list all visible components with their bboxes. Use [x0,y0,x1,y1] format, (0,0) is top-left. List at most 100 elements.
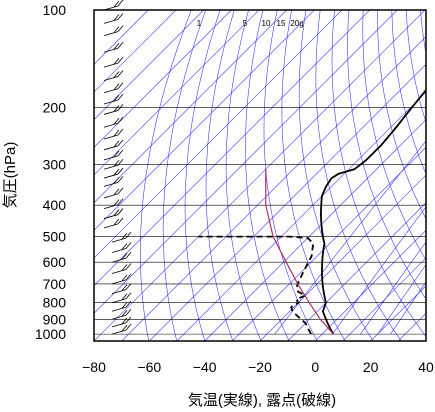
wind-barb [103,82,124,94]
isotherm-line [94,10,287,204]
wind-barb [103,25,124,37]
wind-barb-staff [103,155,119,161]
wind-barb-flag [117,149,124,157]
profile-lines [198,88,426,335]
mixing-ratio-label: 15 [277,19,286,28]
wind-barb-flag [117,82,124,89]
wind-barb-flag [117,159,124,166]
temperature-line [319,88,426,335]
wind-barb [103,56,124,68]
wind-barb [111,309,132,320]
wind-barb-flag [113,177,120,184]
wind-barb-flag [117,41,124,49]
wind-barb-flag [117,128,124,136]
mixing-ratio-label: 1 [197,19,202,28]
wind-barb-staff [103,145,119,151]
parcel-line [265,169,334,335]
grid-lines [94,10,426,335]
isotherm-line [204,119,426,341]
dry-adiabat-line [298,10,374,341]
wind-barb-flag [113,209,120,216]
isotherm-line [315,229,426,341]
wind-barb-flag [113,218,120,226]
wind-barb-flag [117,116,124,124]
wind-barb-flag [121,243,128,250]
wind-barb-flag [125,231,132,239]
wind-barb [103,139,124,151]
dry-adiabat-line [140,10,192,341]
mixing-ratio-label: 20g [290,19,303,28]
wind-barb [111,231,132,243]
isotherm-line [94,10,177,93]
x-tick-label: −60 [137,359,161,375]
x-tick-label: −40 [193,359,217,375]
wind-barb-staff [111,314,127,320]
wind-barb [103,41,124,53]
wind-barb [103,70,124,81]
y-axis-title: 気圧(hPa) [2,142,19,209]
wind-barb-flag [117,25,124,32]
x-tick-label: −20 [248,359,272,375]
wind-barb [111,263,132,274]
wind-barb-flag [113,42,120,50]
isotherm-line [149,63,426,341]
wind-barb-flag [117,217,124,225]
wind-barb-flag [113,140,120,148]
wind-barb-flag [117,208,124,215]
wind-barb [103,217,124,229]
dry-adiabat-line [331,10,426,338]
wind-barb-flag [125,283,132,290]
isotherm-line [121,36,426,341]
wind-barb-flag [121,252,128,260]
wind-barb [103,159,124,170]
wind-barb [111,283,132,295]
wind-barb-flag [113,199,120,206]
wind-barb-flag [113,188,120,196]
wind-barb-flag [125,309,132,316]
isotherm-line [94,10,370,287]
wind-barb-staff [103,223,119,229]
wind-barb [111,316,132,328]
wind-barb-flag [125,273,132,281]
isotherm-line [342,257,426,341]
isotherm-line [94,10,204,121]
wind-barb-staff [111,257,127,263]
wind-barb-flag [113,150,120,158]
wind-barb-flag [121,284,128,291]
mixing-ratio-label: 10 [262,19,271,28]
isotherm-line [94,10,426,341]
x-tick-label: −80 [82,359,106,375]
y-tick-label: 300 [43,157,67,173]
wind-barb-flag [117,104,124,111]
wind-barb-staff [103,47,119,53]
isotherm-line [232,146,426,341]
wind-barb-staff [111,329,127,335]
mixing-ratio-labels: 1 5 10 15 20g [197,19,304,28]
x-tick-label: 20 [363,359,379,375]
dry-adiabat-line [377,10,426,220]
x-tick-label: 0 [311,359,319,375]
y-tick-label: 1000 [35,326,66,342]
wind-barb-staff [103,62,119,68]
wind-barb-staff [111,237,127,243]
wind-barb-flag [121,232,128,240]
wind-barb-flag [117,176,124,183]
wind-barb-flag [113,105,120,112]
wind-barb [111,323,132,335]
wind-barb [103,0,124,11]
x-tick-labels: −80 −60 −40 −20 0 20 40 [82,359,434,375]
wind-barb-staff [111,322,127,328]
wind-barb-flag [125,251,132,259]
wind-barb-flag [125,323,132,331]
wind-barb-staff [111,269,127,274]
wind-barb [111,242,132,253]
wind-barbs [103,0,132,335]
y-tick-label: 200 [43,100,67,116]
wind-barb-flag [117,93,124,101]
isotherm-line [425,340,426,341]
wind-barb-staff [111,279,127,285]
wind-barb-flag [113,94,120,102]
isotherm-line [94,10,232,148]
wind-barb-flag [125,300,132,308]
